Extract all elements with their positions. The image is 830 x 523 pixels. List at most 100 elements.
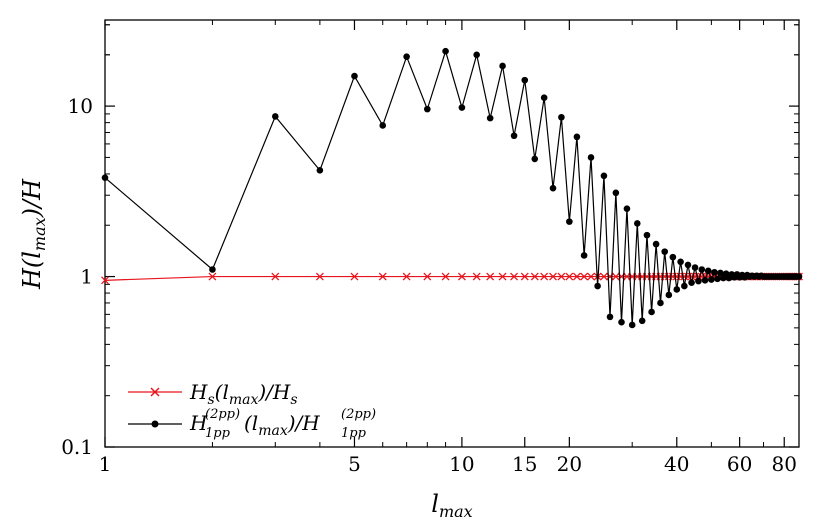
data-point <box>612 189 620 197</box>
x-axis-title: lmax <box>431 490 472 521</box>
data-point <box>472 272 481 281</box>
data-point <box>540 94 548 102</box>
data-point <box>350 272 359 281</box>
data-point <box>557 272 566 281</box>
data-point <box>606 313 614 321</box>
data-point <box>572 272 581 281</box>
data-point <box>611 272 620 281</box>
data-point <box>403 53 410 60</box>
data-point <box>618 318 625 326</box>
data-point <box>379 122 387 129</box>
x-axis: 1 5 10 15 20 40 60 80 <box>99 20 797 476</box>
x-tick-label: 80 <box>772 452 797 476</box>
data-point <box>599 272 608 281</box>
legend-marker-dot-icon <box>151 420 159 428</box>
data-point <box>704 267 712 275</box>
data-point <box>695 277 702 285</box>
data-point <box>566 218 573 225</box>
data-point <box>402 272 411 281</box>
data-point <box>510 132 518 140</box>
data-point <box>424 105 431 113</box>
x-tick-label: 20 <box>557 452 582 476</box>
data-point <box>573 133 581 141</box>
data-point <box>499 62 506 70</box>
legend-item-hs: Hs(lmax)/Hs <box>128 380 298 408</box>
data-point <box>271 113 279 120</box>
data-point <box>531 155 539 163</box>
data-point <box>530 272 539 281</box>
series-h1pp <box>101 47 803 329</box>
data-point <box>698 266 706 273</box>
data-point <box>271 272 280 281</box>
data-point <box>795 273 803 280</box>
data-point <box>423 272 432 281</box>
data-point <box>457 272 466 281</box>
data-point <box>565 272 574 281</box>
plot-frame <box>104 19 800 448</box>
data-point <box>628 321 636 329</box>
data-point <box>691 264 699 271</box>
data-point <box>633 220 641 227</box>
data-point <box>661 248 669 255</box>
data-point <box>540 272 549 281</box>
data-point <box>594 282 601 290</box>
series-layer <box>101 47 803 329</box>
x-tick-label: 5 <box>348 452 361 476</box>
data-point <box>442 47 449 55</box>
data-point <box>316 167 324 174</box>
x-tick-label: 60 <box>727 452 752 476</box>
data-point <box>209 266 216 273</box>
data-point <box>208 272 217 281</box>
data-point <box>665 291 673 299</box>
data-point <box>587 154 595 161</box>
data-point <box>510 272 519 281</box>
y-tick-label: 0.1 <box>61 435 93 459</box>
data-point <box>521 76 529 84</box>
y-tick-label: 10 <box>68 94 93 118</box>
y-tick-label: 1 <box>80 265 93 289</box>
data-point <box>669 253 677 261</box>
legend-marker-x-icon <box>150 387 160 397</box>
data-point <box>708 276 715 283</box>
data-point <box>623 205 631 213</box>
data-point <box>714 275 721 283</box>
data-point <box>688 279 695 287</box>
data-point <box>486 114 494 122</box>
data-point <box>684 261 692 269</box>
data-point <box>600 172 608 180</box>
data-point <box>486 272 495 281</box>
data-point <box>587 272 595 281</box>
x-tick-label: 1 <box>99 452 112 476</box>
data-point <box>657 299 664 307</box>
y-axis-title: H(lmax)/H <box>18 178 49 290</box>
x-tick-label: 15 <box>512 452 537 476</box>
data-point <box>580 272 589 281</box>
data-point <box>638 317 646 325</box>
legend-label-hs: Hs(lmax)/Hs <box>189 380 298 408</box>
y-axis: 0.1 1 10 <box>61 24 799 459</box>
data-point <box>711 268 718 276</box>
data-point <box>652 240 660 248</box>
data-point <box>681 282 688 290</box>
data-point <box>677 258 684 266</box>
data-point <box>101 276 109 285</box>
data-point <box>673 286 681 293</box>
data-point <box>458 104 466 111</box>
data-point <box>549 184 557 192</box>
legend: Hs(lmax)/Hs H(2pp) 1pp (lmax)/H (2pp) 1pp <box>128 380 376 441</box>
data-point <box>648 308 655 316</box>
data-point <box>101 174 109 182</box>
x-tick-label: 40 <box>664 452 689 476</box>
data-point <box>473 51 480 59</box>
data-point <box>558 113 565 121</box>
data-point <box>498 272 507 281</box>
data-point <box>315 272 324 281</box>
data-point <box>580 252 588 259</box>
legend-label-h1pp: H(2pp) 1pp (lmax)/H (2pp) 1pp <box>189 407 376 441</box>
data-point <box>701 277 709 284</box>
legend-item-h1pp: H(2pp) 1pp (lmax)/H (2pp) 1pp <box>128 407 376 441</box>
data-point <box>520 272 529 281</box>
data-point <box>643 231 651 239</box>
data-point <box>441 272 450 281</box>
